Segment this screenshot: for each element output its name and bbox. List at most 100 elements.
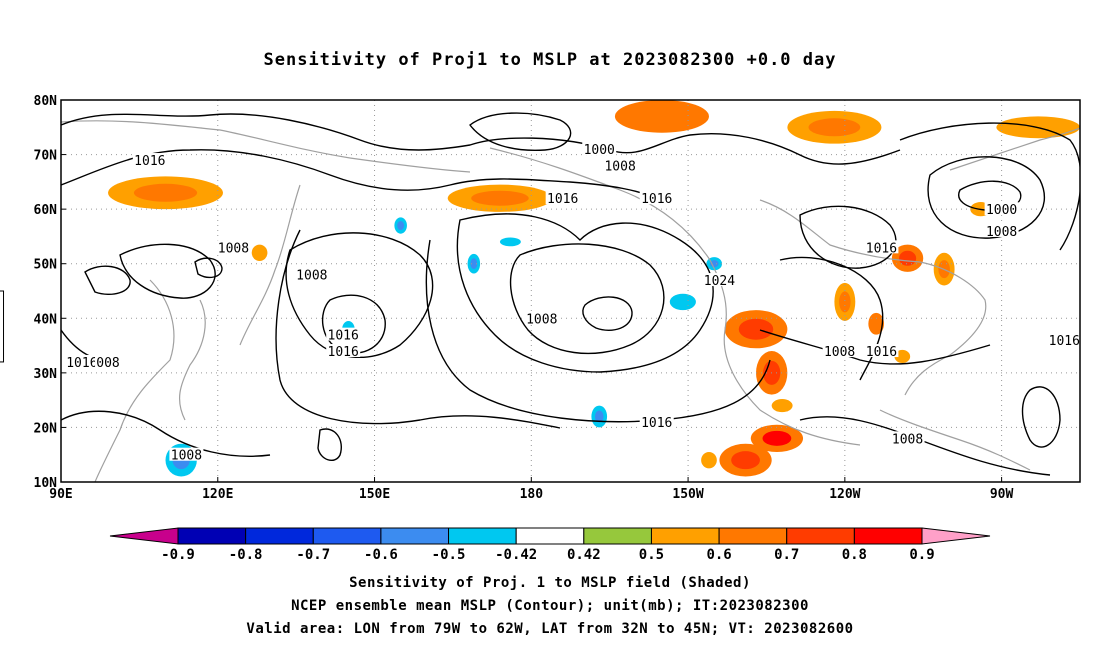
contour-label: 1000 [584,143,615,158]
contour-high-1024 [509,243,665,355]
lon-tick-label: 120E [202,487,233,502]
contour-label: 1008 [892,432,923,447]
lon-tick-label: 180 [520,487,544,502]
contour-label-bg [984,202,1019,216]
contour-line [582,296,633,331]
contour-label-bg [1047,333,1082,347]
contour-label: 1016 [1049,334,1080,349]
contour-label-bg [132,153,167,167]
lon-tick-label: 90E [49,487,72,502]
contour-label-bg [864,240,899,254]
contour-label: 1024 [704,274,735,289]
sensitivity-patch-core [397,221,405,231]
mslp-contours [61,112,1080,476]
plot-title: Sensitivity of Proj1 to MSLP at 20230823… [263,50,837,70]
lon-tick-label: 150W [672,487,703,502]
colorbar: -0.9 -0.8 -0.7 -0.6 -0.5 -0.42 0.42 0.5 0.6 0.7 0.… [109,527,991,563]
contour-label-bg [326,327,361,341]
colorbar-label: 0.5 [639,547,664,563]
sensitivity-patch [771,399,793,413]
sensitivity-patch [499,237,521,247]
lat-tick-label: 50N [34,258,58,273]
coastline-caribbean [879,409,1031,471]
contour-label: 1008 [296,269,327,284]
contour-label: 008 [96,356,119,371]
lat-tick-label: 40N [34,312,58,327]
colorbar-label: 0.9 [909,547,934,563]
colorbar-label: -0.7 [296,547,330,563]
contour-label-bg [216,240,251,254]
sensitivity-patch [251,244,268,261]
contour-line [61,113,901,165]
contour-label: 1008 [526,312,557,327]
contour-line [285,232,434,358]
contour-label: 1016 [866,345,897,360]
contour-label: 1016 [641,416,672,431]
colorbar-segment [853,527,923,545]
valid-area-box [0,290,5,363]
contour-line [61,149,661,201]
contour-label-bg [702,273,737,287]
latitude-labels: 80N 70N 60N 50N 40N 30N 20N 10N [34,94,66,491]
colorbar-segment [312,527,382,545]
contour-label: 1008 [824,345,855,360]
colorbar-segment [650,527,720,545]
contour-label-bg [95,354,122,368]
contour-label: 1016 [547,192,578,207]
sensitivity-shading [108,100,1080,477]
contour-label-bg [545,191,580,205]
colorbar-label: 0.6 [706,547,731,563]
sensitivity-patch [614,100,709,133]
contour-label: 1016 [66,356,97,371]
colorbar-low-arrow [109,527,179,545]
contour-line [321,294,386,354]
sensitivity-patch [868,312,885,335]
contour-label-bg [294,267,329,281]
contour-line [317,428,342,462]
colorbar-segment [786,527,855,545]
sensitivity-patch-core [738,318,774,340]
contour-label: 1016 [134,154,165,169]
sensitivity-patch-core [808,118,861,137]
contour-label-bg [582,142,617,156]
sensitivity-patch-core [731,451,760,470]
contour-line [194,257,223,279]
contour-label: 1016 [866,241,897,256]
colorbar-label: -0.6 [364,547,398,563]
footer-line-contour: NCEP ensemble mean MSLP (Contour); unit(… [291,598,809,614]
colorbar-label: -0.5 [432,547,466,563]
coastline-japan [178,299,206,421]
contour-high-1016 [456,213,714,373]
sensitivity-patch [669,293,696,311]
contour-line [927,156,1046,239]
lat-tick-label: 60N [34,203,58,218]
coastline-kamchatka [239,184,301,346]
colorbar-label: 0.42 [567,547,601,563]
colorbar-segment [177,527,247,545]
contour-label-bg [984,223,1019,237]
contour-label-bg [864,344,899,358]
colorbar-segment [583,527,652,545]
longitude-labels: 90E120E150E180150W120W90W60W [49,477,1014,502]
map-frame [60,99,1081,483]
sensitivity-patch-core [133,183,198,202]
sensitivity-patch-core [470,258,478,270]
contour-line [119,243,216,299]
contour-label-bg [64,354,99,368]
colorbar-label: 0.8 [842,547,867,563]
colorbar-segment [515,527,585,545]
coastline-arctic-asia [61,120,471,173]
coastline-east-asia [94,279,175,482]
sensitivity-patch-core [594,410,604,423]
coastline-greenland [949,127,1080,171]
contour-low-1000 [469,112,572,152]
contour-line [1021,386,1061,448]
map-background [61,100,1080,482]
contour-label: 1016 [641,192,672,207]
contour-line [899,122,1080,251]
sensitivity-patch-core [762,430,792,446]
lat-tick-label: 80N [34,94,58,109]
footer-line-valid-area: Valid area: LON from 79W to 62W, LAT fro… [246,621,854,637]
